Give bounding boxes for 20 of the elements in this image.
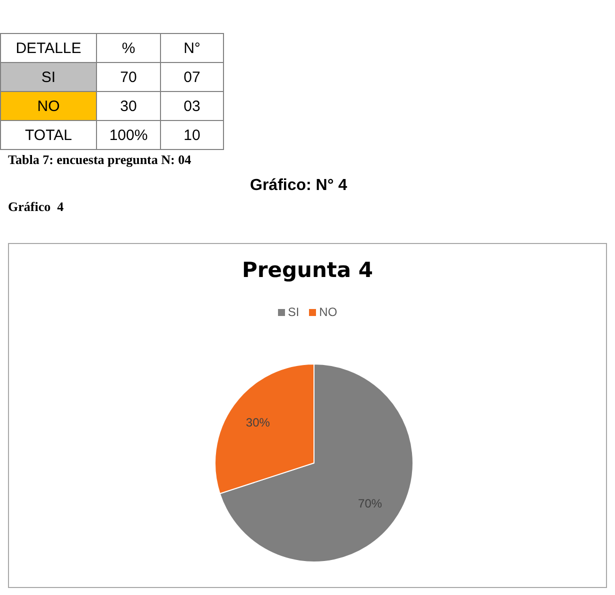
text: DETALLE xyxy=(0,34,96,62)
text: Gráfico 4 xyxy=(8,199,64,215)
data-label: 70% xyxy=(358,496,382,511)
text: 10 xyxy=(160,120,224,150)
legend-label: SI xyxy=(286,305,300,319)
text: Tabla 7: encuesta pregunta N: 04 xyxy=(8,152,192,168)
legend-label: NO xyxy=(318,305,338,319)
text: 30 xyxy=(96,92,160,120)
text: 03 xyxy=(160,92,224,120)
text: 07 xyxy=(160,62,224,92)
text: % xyxy=(96,34,160,62)
text: 100% xyxy=(96,120,160,150)
text: TOTAL xyxy=(0,120,96,150)
chart-title: Pregunta 4 xyxy=(240,258,374,282)
text: SI xyxy=(0,62,96,92)
data-label: 30% xyxy=(246,415,270,430)
text: Gráfico: N° 4 xyxy=(250,177,348,195)
text: N° xyxy=(160,34,224,62)
text: NO xyxy=(0,92,96,120)
text: 70 xyxy=(96,62,160,92)
